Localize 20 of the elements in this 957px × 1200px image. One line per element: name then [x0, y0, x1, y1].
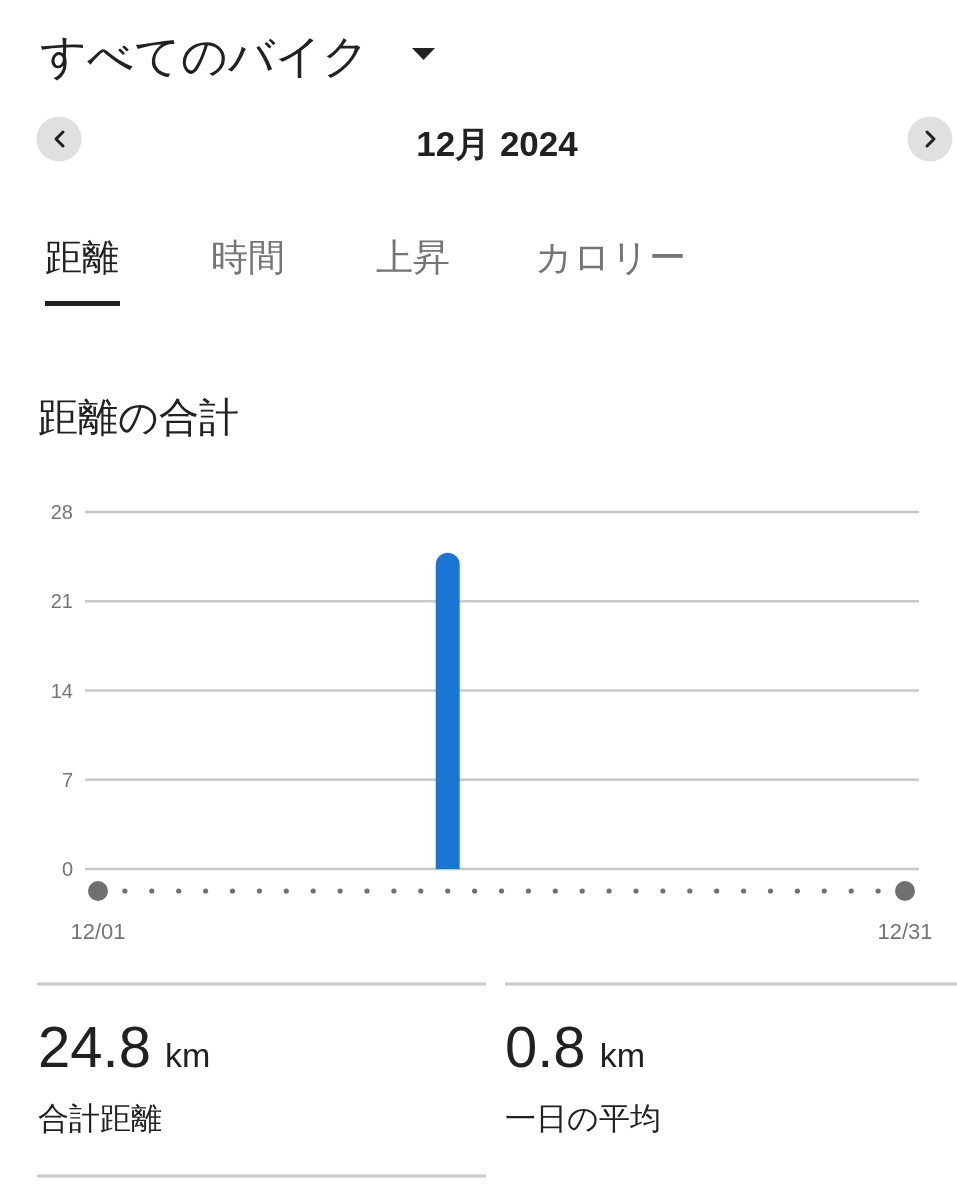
annotation: 合計距離 [38, 1101, 162, 1136]
annotation: 上昇 [376, 237, 450, 278]
y-tick-label: 28 [50, 501, 73, 523]
annotation: km [599, 1036, 645, 1074]
title: 距離の合計 [38, 395, 239, 439]
annotation: 12月 2024 [416, 124, 578, 163]
y-tick-label: 7 [61, 768, 73, 791]
y-tick-label: 21 [50, 590, 73, 613]
y-tick-label: 14 [50, 679, 73, 702]
annotation: 一日の平均 [505, 1101, 661, 1136]
annotation: 24.8 [38, 1014, 151, 1079]
annotation: カロリー [535, 237, 686, 278]
annotation: km [164, 1036, 211, 1074]
y-tick-label: 0 [61, 858, 73, 880]
annotation: すべてのバイク [40, 30, 369, 82]
annotation: 時間 [211, 237, 285, 278]
annotation: 距離 [45, 237, 119, 278]
x-tick-label: 12/01 [70, 919, 126, 944]
x-tick-label: 12/31 [877, 919, 933, 944]
annotation: 0.8 [505, 1014, 586, 1079]
